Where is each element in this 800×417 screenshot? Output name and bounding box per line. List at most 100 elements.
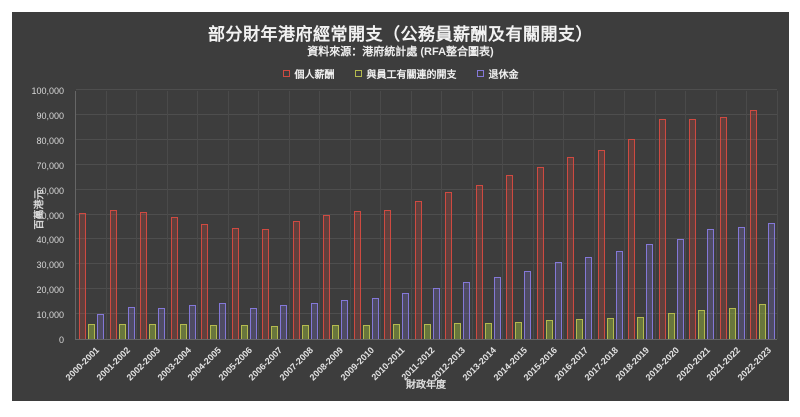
bar	[292, 220, 300, 339]
gridline-horizontal	[76, 238, 777, 240]
legend-item-pension: 退休金	[476, 66, 519, 81]
y-tick-label: 100,000	[31, 86, 64, 96]
bar-group	[381, 91, 412, 339]
bar-group	[76, 91, 107, 339]
bar	[606, 318, 614, 339]
legend-label: 與員工有關連的開支	[366, 70, 457, 81]
gridline-vertical	[471, 91, 473, 339]
x-axis-title: 財政年度	[406, 380, 446, 391]
bar	[515, 321, 523, 339]
bar	[140, 212, 148, 339]
bar	[371, 297, 379, 339]
bar	[149, 323, 157, 339]
bar	[262, 229, 270, 339]
bar	[554, 261, 562, 339]
bar-group	[717, 91, 748, 339]
bar	[676, 239, 684, 339]
legend-item-staff-related: 與員工有關連的開支	[354, 66, 457, 81]
legend-label: 個人薪酬	[294, 70, 335, 81]
gridline-horizontal	[76, 313, 777, 315]
y-tick-label: 60,000	[36, 185, 64, 196]
bar	[484, 322, 492, 339]
bar	[423, 324, 431, 339]
gridline-vertical	[319, 91, 321, 339]
chart-legend: 個人薪酬 與員工有關連的開支 退休金	[12, 66, 789, 81]
bar	[445, 192, 453, 339]
bar-group	[351, 91, 382, 339]
y-tick-label: 20,000	[36, 285, 64, 296]
gridline-vertical	[532, 91, 534, 339]
bar	[576, 319, 584, 339]
bar-group	[534, 91, 565, 339]
bar	[118, 323, 126, 339]
gridline-vertical	[197, 91, 199, 339]
bar	[332, 324, 340, 339]
bar	[201, 224, 209, 339]
gridline-vertical	[502, 91, 504, 339]
bar	[689, 118, 697, 339]
bar	[597, 149, 605, 339]
bar	[158, 307, 166, 339]
gridline-vertical	[593, 91, 595, 339]
bar	[179, 324, 187, 339]
bar	[545, 319, 553, 339]
y-tick-label: 0	[58, 335, 64, 345]
bar	[301, 325, 309, 339]
y-tick-label: 70,000	[36, 160, 64, 171]
bar-group	[442, 91, 473, 339]
gridline-vertical	[227, 91, 229, 339]
bar	[454, 323, 462, 339]
bar-group	[564, 91, 595, 339]
bar-group	[686, 91, 717, 339]
bar	[768, 223, 776, 339]
bar	[249, 307, 257, 339]
gridline-vertical	[349, 91, 351, 339]
gridline-vertical	[410, 91, 412, 339]
gridline-horizontal	[76, 188, 777, 190]
gridline-horizontal	[76, 263, 777, 265]
plot-area	[75, 89, 778, 340]
gridline-vertical	[715, 91, 717, 339]
bar	[231, 228, 239, 339]
bar	[280, 305, 288, 339]
y-tick-label: 80,000	[36, 135, 64, 146]
bar-group	[747, 91, 778, 339]
bar	[493, 276, 501, 339]
bar	[127, 306, 135, 339]
bar-group	[259, 91, 290, 339]
bar	[707, 229, 715, 339]
y-tick-label: 50,000	[36, 210, 64, 221]
bar	[585, 256, 593, 339]
bar	[323, 214, 331, 339]
bar	[750, 109, 758, 339]
bar-group	[320, 91, 351, 339]
bar-group	[229, 91, 260, 339]
bar-group	[137, 91, 168, 339]
y-axis-tick-labels: 0 10,000 20,000 30,000 40,000 50,000 60,000 70,…	[12, 86, 68, 345]
bar	[637, 316, 645, 339]
y-tick-label: 40,000	[36, 235, 64, 246]
bar	[79, 213, 86, 339]
chart-subtitle: 資料來源：港府統計處 (RFA整合圖表)	[307, 46, 494, 58]
bar-group	[290, 91, 321, 339]
bar	[628, 138, 636, 339]
gridline-vertical	[624, 91, 626, 339]
gridline-vertical	[654, 91, 656, 339]
bar	[475, 184, 483, 339]
bar	[728, 308, 736, 339]
legend-label: 退休金	[488, 70, 519, 81]
bar	[759, 304, 767, 339]
bar	[524, 270, 532, 339]
bar	[698, 310, 706, 339]
bar-group	[198, 91, 229, 339]
bar-group	[107, 91, 138, 339]
bar	[210, 324, 218, 339]
gridline-horizontal	[76, 288, 777, 290]
bar	[463, 281, 471, 339]
gridline-horizontal	[76, 163, 777, 165]
bar	[353, 210, 361, 339]
bar	[414, 200, 422, 339]
bar	[88, 324, 95, 339]
bar	[615, 250, 623, 339]
